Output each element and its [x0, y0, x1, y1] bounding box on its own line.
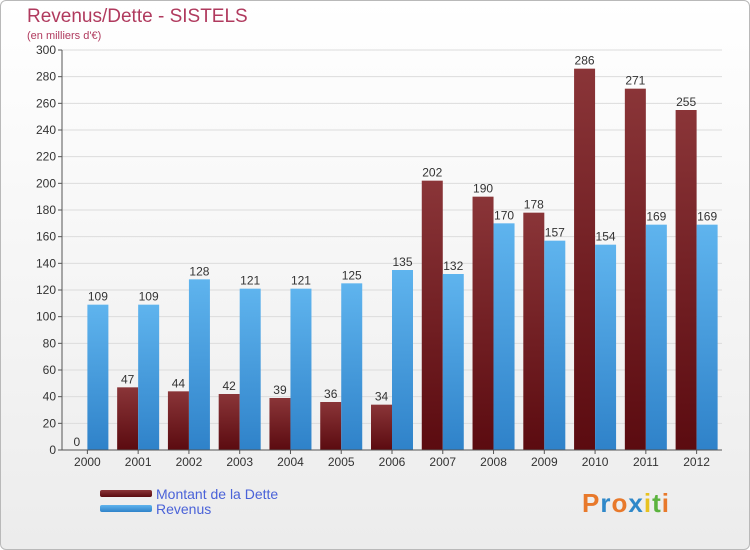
y-tick-label: 0: [49, 443, 56, 457]
proxiti-logo: Proxiti: [582, 488, 670, 519]
revenue-bar: [645, 224, 667, 450]
debt-bar-label: 271: [625, 74, 645, 88]
logo-letter: P: [582, 488, 601, 518]
debt-bar-label: 178: [524, 198, 544, 212]
revenue-bar: [87, 304, 109, 450]
debt-bar: [167, 391, 189, 450]
revenue-bar-label: 169: [646, 210, 666, 224]
x-tick-label: 2009: [531, 455, 558, 469]
debt-bar: [574, 68, 596, 451]
revenue-bar: [544, 240, 566, 450]
y-tick-label: 40: [43, 390, 57, 404]
legend-item-revenue: Revenus: [100, 500, 278, 517]
revenue-bar-label: 121: [291, 274, 311, 288]
y-tick-label: 100: [36, 310, 56, 324]
debt-bar-label: 34: [375, 390, 389, 404]
debt-bar-label: 190: [473, 182, 493, 196]
debt-bar: [117, 387, 139, 450]
revenue-bar-label: 132: [443, 259, 463, 273]
revenue-bar: [290, 288, 312, 450]
revenue-bar: [188, 279, 210, 450]
debt-bar: [624, 88, 646, 451]
x-tick-label: 2011: [633, 455, 659, 469]
debt-bar: [371, 404, 392, 450]
x-tick-label: 2010: [582, 455, 609, 469]
debt-bar: [523, 212, 545, 450]
logo-letter: x: [628, 488, 644, 518]
x-tick-label: 2008: [480, 455, 507, 469]
debt-bar-label: 42: [223, 379, 237, 393]
y-tick-label: 200: [36, 176, 56, 190]
debt-bar-label: 44: [172, 376, 186, 390]
chart-legend: Montant de la Dette Revenus: [100, 485, 279, 517]
debt-bar-label: 0: [74, 435, 81, 449]
legend-label-revenue: Revenus: [156, 500, 212, 517]
legend-label-debt: Montant de la Dette: [156, 485, 279, 502]
debt-bar: [472, 196, 494, 450]
debt-bar-label: 36: [324, 387, 338, 401]
revenue-bar: [138, 304, 160, 450]
x-tick-label: 2005: [328, 455, 355, 469]
logo-letter: i: [643, 488, 653, 518]
y-tick-label: 20: [43, 416, 57, 430]
revenue-bar-label: 154: [596, 230, 616, 244]
debt-bar-label: 202: [422, 166, 442, 180]
y-tick-label: 140: [36, 256, 56, 270]
debt-bar-label: 286: [575, 54, 595, 68]
debt-bar: [421, 180, 443, 450]
y-tick-label: 120: [36, 283, 56, 297]
logo-letter: i: [661, 488, 670, 518]
logo-letter: t: [652, 488, 662, 518]
revenue-bar: [341, 283, 363, 450]
x-tick-label: 2006: [379, 455, 406, 469]
chart-title: Revenus/Dette - SISTELS: [27, 6, 248, 27]
revenue-bar-label: 170: [494, 208, 514, 222]
debt-bar: [675, 110, 697, 450]
legend-swatch-debt: [100, 490, 152, 497]
revenue-bar-label: 169: [697, 210, 717, 224]
revenue-bar-label: 109: [88, 290, 108, 304]
revenue-bar: [239, 288, 261, 450]
debt-bar-label: 39: [273, 383, 287, 397]
y-tick-label: 180: [36, 203, 56, 217]
revenue-bar-label: 135: [392, 255, 412, 269]
x-tick-label: 2000: [74, 455, 101, 469]
x-tick-label: 2001: [125, 455, 152, 469]
revenue-bar: [442, 274, 464, 450]
revenue-bar-label: 125: [342, 268, 362, 282]
logo-letter: r: [600, 488, 612, 518]
x-tick-label: 2012: [683, 455, 710, 469]
revenue-bar-label: 109: [139, 290, 159, 304]
chart-subtitle: (en milliers d'€): [27, 30, 102, 42]
revenue-bar: [696, 224, 718, 450]
logo-letter: o: [611, 488, 629, 518]
revenue-bar-label: 157: [545, 226, 565, 240]
debt-bar-label: 47: [121, 372, 135, 386]
x-tick-label: 2002: [176, 455, 203, 469]
y-tick-label: 300: [36, 43, 56, 57]
debt-bar-label: 255: [676, 95, 696, 109]
y-tick-label: 80: [43, 336, 57, 350]
y-tick-label: 160: [36, 230, 56, 244]
x-tick-label: 2004: [277, 455, 304, 469]
legend-swatch-revenue: [100, 505, 152, 512]
x-tick-label: 2007: [429, 455, 456, 469]
revenue-bar-label: 121: [240, 274, 260, 288]
legend-item-debt: Montant de la Dette: [100, 485, 279, 502]
revenue-bar: [493, 223, 515, 450]
revenue-bar: [392, 270, 413, 450]
debt-bar: [320, 402, 342, 450]
revenue-bar-label: 128: [189, 264, 209, 278]
y-tick-label: 220: [36, 150, 56, 164]
y-tick-label: 240: [36, 123, 56, 137]
debt-bar: [269, 398, 291, 450]
revenue-bar: [595, 244, 617, 450]
y-tick-label: 60: [43, 363, 57, 377]
x-tick-label: 2003: [226, 455, 253, 469]
debt-bar: [218, 394, 240, 450]
y-tick-label: 260: [36, 96, 56, 110]
y-tick-label: 280: [36, 70, 56, 84]
